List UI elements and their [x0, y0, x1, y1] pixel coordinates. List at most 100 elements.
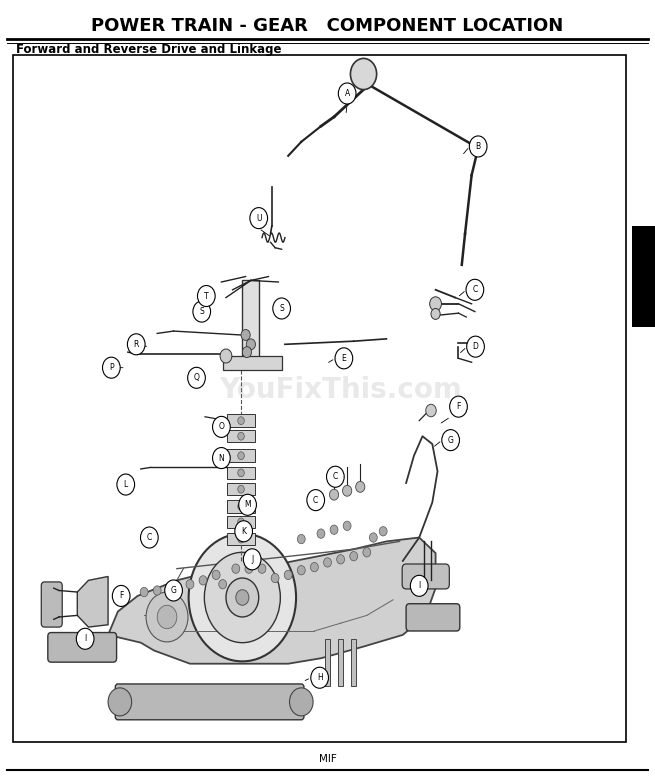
Circle shape: [245, 564, 253, 573]
Circle shape: [356, 481, 365, 492]
Circle shape: [238, 485, 244, 493]
Polygon shape: [108, 538, 436, 664]
Bar: [351, 639, 356, 686]
Text: C: C: [313, 495, 318, 505]
Text: U: U: [256, 213, 261, 223]
Circle shape: [327, 466, 345, 488]
Bar: [223, 356, 282, 370]
Text: G: G: [448, 435, 453, 445]
Text: G: G: [171, 586, 176, 595]
Circle shape: [430, 297, 441, 311]
Circle shape: [102, 357, 121, 379]
Bar: [227, 516, 255, 528]
Circle shape: [238, 469, 244, 477]
Text: F: F: [457, 402, 460, 411]
Bar: [227, 533, 255, 545]
Circle shape: [311, 667, 328, 689]
Circle shape: [441, 430, 459, 450]
Text: MIF: MIF: [318, 754, 337, 763]
Circle shape: [234, 521, 253, 542]
Text: M: M: [244, 500, 251, 509]
Bar: [227, 483, 255, 495]
Text: B: B: [476, 142, 481, 151]
Circle shape: [290, 688, 313, 716]
Circle shape: [165, 580, 182, 601]
Circle shape: [140, 587, 148, 597]
FancyBboxPatch shape: [48, 633, 117, 662]
Circle shape: [284, 570, 292, 580]
Text: L: L: [124, 480, 128, 489]
Text: A: A: [345, 89, 350, 98]
Text: K: K: [241, 527, 246, 536]
Circle shape: [117, 474, 135, 495]
Circle shape: [238, 432, 244, 440]
Text: I: I: [84, 634, 86, 643]
Circle shape: [140, 527, 159, 548]
Circle shape: [466, 337, 484, 357]
Circle shape: [238, 452, 244, 460]
Text: D: D: [473, 342, 478, 351]
Circle shape: [431, 308, 440, 319]
Circle shape: [310, 562, 318, 572]
Circle shape: [329, 489, 339, 500]
Bar: [632, 226, 655, 327]
Circle shape: [250, 208, 267, 229]
Circle shape: [238, 417, 244, 425]
Bar: [227, 500, 255, 513]
Circle shape: [238, 495, 257, 516]
Text: H: H: [317, 673, 322, 682]
Circle shape: [219, 580, 227, 589]
Circle shape: [410, 575, 428, 597]
Circle shape: [330, 525, 338, 534]
Circle shape: [350, 58, 377, 90]
Bar: [227, 467, 255, 479]
Circle shape: [363, 548, 371, 557]
Bar: [338, 639, 343, 686]
Text: S: S: [279, 304, 284, 313]
Circle shape: [146, 592, 188, 642]
Circle shape: [246, 339, 255, 350]
Circle shape: [212, 447, 231, 469]
Text: Forward and Reverse Drive and Linkage: Forward and Reverse Drive and Linkage: [16, 43, 282, 55]
Circle shape: [238, 502, 244, 510]
Text: C: C: [333, 472, 338, 481]
Circle shape: [236, 590, 249, 605]
Circle shape: [272, 298, 290, 319]
Text: J: J: [251, 555, 253, 564]
Text: F: F: [119, 591, 123, 601]
Text: YouFixThis.com: YouFixThis.com: [219, 375, 462, 404]
Circle shape: [76, 628, 94, 650]
Circle shape: [307, 490, 324, 511]
Circle shape: [426, 404, 436, 417]
Circle shape: [297, 534, 305, 544]
FancyBboxPatch shape: [41, 582, 62, 627]
Bar: [325, 639, 330, 686]
Circle shape: [220, 349, 232, 363]
Circle shape: [212, 416, 231, 438]
Bar: [242, 280, 259, 366]
Bar: [227, 414, 255, 427]
Circle shape: [379, 527, 387, 536]
FancyBboxPatch shape: [402, 564, 449, 589]
Bar: [227, 449, 255, 462]
Circle shape: [232, 564, 240, 573]
Circle shape: [226, 578, 259, 617]
Text: POWER TRAIN - GEAR   COMPONENT LOCATION: POWER TRAIN - GEAR COMPONENT LOCATION: [92, 17, 563, 36]
FancyBboxPatch shape: [406, 604, 460, 631]
Circle shape: [153, 586, 161, 595]
Text: C: C: [472, 285, 477, 294]
Bar: [227, 430, 255, 442]
Circle shape: [186, 580, 194, 589]
Circle shape: [157, 605, 177, 629]
Circle shape: [466, 280, 483, 301]
Text: O: O: [219, 422, 224, 432]
Circle shape: [112, 586, 130, 606]
FancyBboxPatch shape: [115, 684, 304, 720]
Text: C: C: [147, 533, 152, 542]
Circle shape: [339, 83, 356, 104]
Circle shape: [204, 552, 280, 643]
Circle shape: [369, 533, 377, 542]
Circle shape: [189, 534, 296, 661]
Circle shape: [187, 367, 206, 389]
Circle shape: [244, 549, 261, 570]
